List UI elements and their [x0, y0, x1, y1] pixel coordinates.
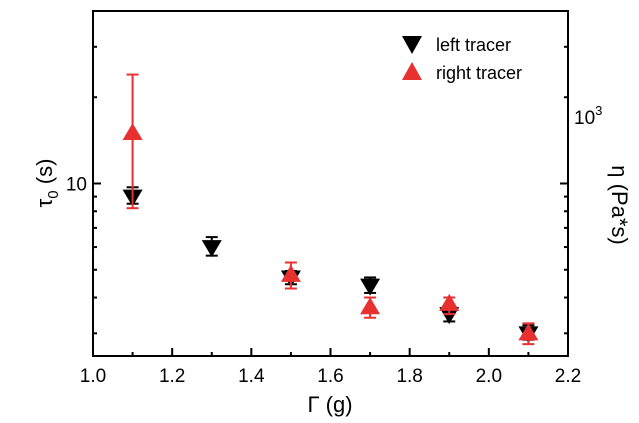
- x-tick-label: 1.4: [238, 366, 265, 387]
- right-tracer-marker: [439, 293, 460, 311]
- y-left-tick-label: 10: [66, 175, 87, 196]
- right-tracer-marker: [360, 297, 381, 315]
- y-axis-left: 10: [66, 45, 101, 335]
- y-right-tick-base: 10: [574, 108, 595, 129]
- x-tick-label: 2.0: [476, 366, 502, 387]
- right-tracer-marker: [280, 264, 301, 282]
- svg-text:τ0 (s): τ0 (s): [32, 159, 62, 208]
- right-tracer-point: [518, 322, 539, 346]
- right-tracer-point: [439, 293, 460, 316]
- y-left-label-unit: (s): [32, 159, 57, 191]
- y-axis-right: [560, 45, 568, 335]
- y-right-label-text: η (Pa*s): [607, 165, 632, 244]
- y-right-major-tick-label: 103: [574, 103, 602, 129]
- x-axis-label: Γ (g): [307, 392, 352, 417]
- y-right-tick-exp: 3: [595, 103, 602, 118]
- right-tracer-point: [122, 73, 143, 210]
- x-tick-label: 1.8: [396, 366, 422, 387]
- x-tick-label: 1.2: [159, 366, 185, 387]
- legend-label-left-tracer: left tracer: [436, 35, 511, 55]
- left-tracer-marker: [360, 278, 381, 296]
- legend: left tracer right tracer: [402, 35, 522, 83]
- x-axis: 1.0 1.2 1.4 1.6 1.8 2.0 2.2: [80, 348, 581, 387]
- x-tick-label: 1.0: [80, 366, 106, 387]
- legend-marker-left-tracer: [402, 36, 422, 54]
- left-tracer-point: [201, 236, 222, 258]
- x-tick-label: 2.2: [555, 366, 581, 387]
- x-tick-label: 1.6: [317, 366, 343, 387]
- right-tracer-point: [360, 296, 381, 319]
- left-tracer-marker: [439, 307, 460, 325]
- series-layer: [122, 73, 539, 346]
- y-axis-right-label: η (Pa*s): [607, 165, 632, 244]
- left-tracer-marker: [201, 240, 222, 258]
- right-tracer-marker: [518, 323, 539, 341]
- y-left-label-main: τ: [32, 198, 57, 207]
- y-axis-left-label: τ0 (s): [32, 159, 62, 208]
- right-tracer-point: [280, 261, 301, 290]
- y-left-label-sub: 0: [45, 190, 62, 198]
- legend-marker-right-tracer: [402, 62, 422, 80]
- right-tracer-marker: [122, 123, 143, 141]
- legend-label-right-tracer: right tracer: [436, 63, 522, 83]
- left-tracer-point: [360, 276, 381, 296]
